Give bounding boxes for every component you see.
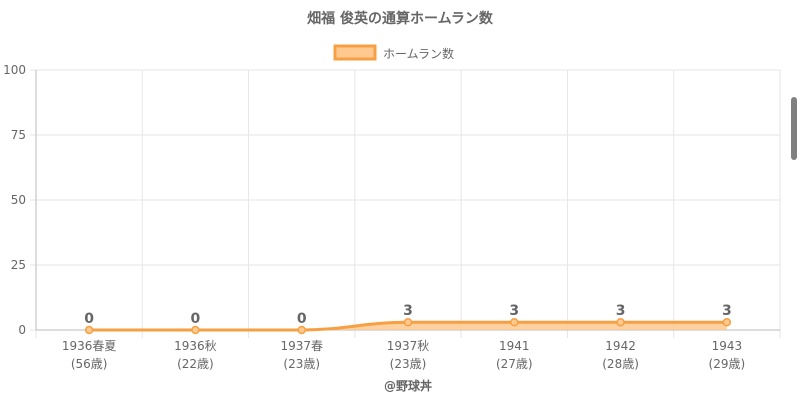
data-label: 3	[509, 303, 519, 319]
x-tick-label: 1942	[605, 339, 636, 353]
x-tick-sublabel: (29歳)	[709, 357, 746, 371]
data-label: 0	[191, 311, 201, 327]
y-tick-label: 25	[11, 258, 26, 272]
x-tick-label: 1937秋	[387, 339, 430, 353]
data-point	[191, 325, 200, 335]
data-label: 0	[84, 311, 94, 327]
plot-area	[84, 317, 732, 335]
scrollbar-thumb[interactable]	[791, 97, 797, 160]
y-axis: 0 25 50 75 100	[3, 63, 37, 337]
data-label: 3	[722, 303, 732, 319]
y-tick-label: 0	[18, 323, 26, 337]
x-tick-label: 1943	[712, 339, 743, 353]
y-tick-label: 75	[11, 128, 26, 142]
data-label: 3	[616, 303, 626, 319]
x-tick-label: 1941	[499, 339, 530, 353]
data-point	[510, 317, 519, 327]
y-tick-label: 100	[3, 63, 26, 77]
legend[interactable]: ホームラン数	[333, 44, 454, 61]
data-label: 0	[297, 311, 307, 327]
x-tick-label: 1937春	[280, 339, 323, 353]
legend-swatch	[333, 44, 377, 61]
data-point	[616, 317, 625, 327]
legend-label: ホームラン数	[383, 46, 454, 61]
x-tick-sublabel: (27歳)	[496, 357, 533, 371]
x-tick-sublabel: (23歳)	[390, 357, 427, 371]
chart-title: 畑福 俊英の通算ホームラン数	[306, 10, 494, 27]
data-point	[297, 325, 306, 335]
chart-footer: @野球丼	[384, 378, 432, 393]
x-tick-sublabel: (22歳)	[177, 357, 214, 371]
x-tick-sublabel: (28歳)	[602, 357, 639, 371]
data-labels: 0 0 0 3 3 3 3	[84, 303, 731, 327]
data-point	[84, 325, 94, 335]
grid	[30, 69, 781, 338]
x-axis: 1936春夏 (56歳) 1936秋 (22歳) 1937春 (23歳) 1937秋 (23歳…	[36, 329, 780, 371]
x-tick-label: 1936春夏	[62, 339, 117, 353]
data-point	[403, 317, 413, 327]
x-tick-sublabel: (56歳)	[71, 357, 108, 371]
data-label: 3	[403, 303, 413, 319]
x-tick-label: 1936秋	[174, 339, 217, 353]
y-tick-label: 50	[11, 193, 26, 207]
data-point	[722, 317, 732, 327]
x-tick-sublabel: (23歳)	[283, 357, 320, 371]
